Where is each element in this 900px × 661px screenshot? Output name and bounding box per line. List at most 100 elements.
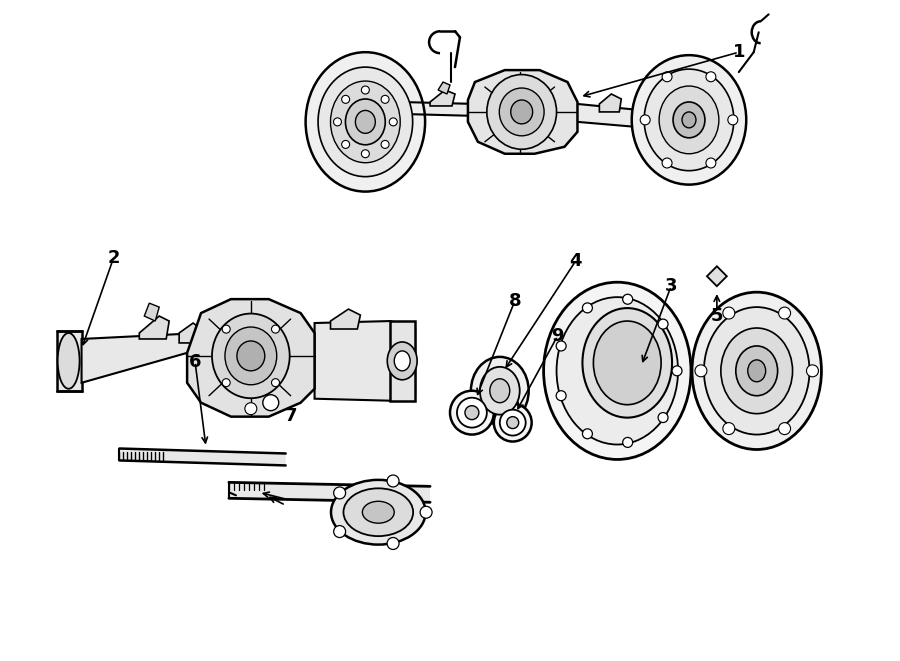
Text: 6: 6: [189, 353, 202, 371]
Circle shape: [723, 307, 734, 319]
Ellipse shape: [450, 391, 494, 434]
Ellipse shape: [556, 297, 678, 444]
Polygon shape: [179, 323, 201, 343]
Polygon shape: [330, 309, 360, 329]
Ellipse shape: [306, 52, 425, 192]
Ellipse shape: [644, 69, 734, 171]
Circle shape: [272, 325, 280, 333]
Polygon shape: [578, 104, 659, 129]
Circle shape: [695, 365, 707, 377]
Ellipse shape: [632, 55, 746, 184]
Polygon shape: [187, 299, 315, 416]
Ellipse shape: [480, 367, 519, 414]
Ellipse shape: [237, 341, 265, 371]
Circle shape: [334, 118, 341, 126]
Ellipse shape: [593, 321, 662, 405]
Ellipse shape: [659, 86, 719, 154]
Ellipse shape: [682, 112, 696, 128]
Text: 9: 9: [552, 327, 563, 345]
Ellipse shape: [356, 110, 375, 134]
Ellipse shape: [457, 398, 487, 428]
Text: 5: 5: [711, 307, 723, 325]
Polygon shape: [140, 316, 169, 339]
Polygon shape: [391, 321, 415, 401]
Ellipse shape: [582, 308, 672, 418]
Circle shape: [728, 115, 738, 125]
Circle shape: [672, 366, 682, 376]
Circle shape: [381, 95, 389, 103]
Polygon shape: [468, 70, 578, 154]
Ellipse shape: [748, 360, 766, 382]
Ellipse shape: [507, 416, 518, 428]
Circle shape: [706, 72, 716, 82]
Circle shape: [706, 158, 716, 168]
Circle shape: [390, 118, 397, 126]
Ellipse shape: [318, 67, 413, 176]
Ellipse shape: [736, 346, 778, 396]
Circle shape: [222, 325, 230, 333]
Polygon shape: [144, 303, 159, 321]
Circle shape: [806, 365, 818, 377]
Circle shape: [582, 429, 592, 439]
Ellipse shape: [704, 307, 809, 434]
Circle shape: [381, 140, 389, 149]
Polygon shape: [400, 102, 475, 116]
Polygon shape: [229, 483, 430, 502]
Text: 3: 3: [665, 277, 678, 295]
Circle shape: [342, 95, 349, 103]
Polygon shape: [57, 331, 82, 391]
Text: 1: 1: [733, 43, 745, 61]
Circle shape: [222, 379, 230, 387]
Circle shape: [778, 422, 790, 434]
Ellipse shape: [544, 282, 691, 459]
Circle shape: [623, 438, 633, 447]
Ellipse shape: [673, 102, 705, 137]
Ellipse shape: [212, 313, 290, 398]
Circle shape: [662, 72, 672, 82]
Ellipse shape: [331, 480, 426, 545]
Circle shape: [387, 475, 399, 487]
Circle shape: [623, 294, 633, 304]
Ellipse shape: [465, 406, 479, 420]
Polygon shape: [599, 94, 621, 112]
Ellipse shape: [344, 488, 413, 536]
Circle shape: [658, 412, 668, 422]
Ellipse shape: [510, 100, 533, 124]
Text: 2: 2: [107, 249, 120, 267]
Circle shape: [778, 307, 790, 319]
Polygon shape: [430, 90, 455, 106]
Text: 8: 8: [508, 292, 521, 310]
Ellipse shape: [490, 379, 509, 403]
Circle shape: [556, 341, 566, 351]
Circle shape: [582, 303, 592, 313]
Circle shape: [556, 391, 566, 401]
Ellipse shape: [330, 81, 400, 163]
Ellipse shape: [394, 351, 410, 371]
Ellipse shape: [721, 328, 793, 414]
Text: 7: 7: [284, 407, 297, 424]
Circle shape: [263, 395, 279, 410]
Circle shape: [342, 140, 349, 149]
Circle shape: [658, 319, 668, 329]
Circle shape: [387, 537, 399, 549]
Circle shape: [272, 379, 280, 387]
Text: 4: 4: [569, 253, 581, 270]
Polygon shape: [82, 333, 201, 383]
Ellipse shape: [387, 342, 417, 380]
Polygon shape: [315, 321, 415, 401]
Circle shape: [640, 115, 650, 125]
Circle shape: [245, 403, 256, 414]
Circle shape: [362, 150, 369, 158]
Ellipse shape: [692, 292, 822, 449]
Ellipse shape: [346, 99, 385, 145]
Ellipse shape: [500, 88, 544, 136]
Ellipse shape: [363, 501, 394, 524]
Circle shape: [723, 422, 734, 434]
Circle shape: [662, 158, 672, 168]
Polygon shape: [120, 449, 285, 465]
Ellipse shape: [225, 327, 276, 385]
Polygon shape: [706, 266, 727, 286]
Circle shape: [334, 487, 346, 499]
Ellipse shape: [500, 410, 526, 436]
Circle shape: [334, 525, 346, 537]
